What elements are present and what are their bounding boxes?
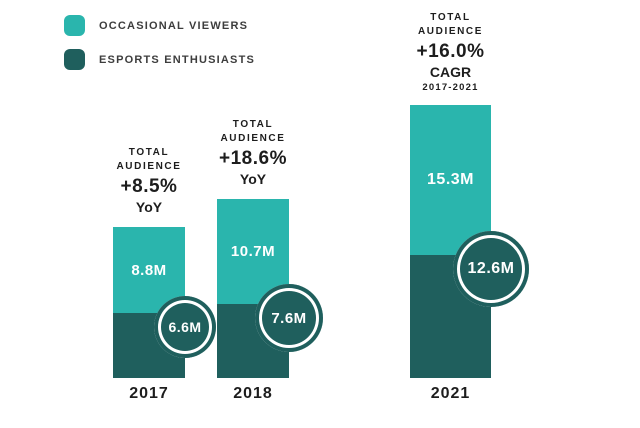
growth-percent: +16.0% <box>416 41 485 62</box>
legend-item-occasional-viewers: OCCASIONAL VIEWERS <box>64 15 255 36</box>
enthusiasts-badge: 12.6M <box>453 231 529 307</box>
growth-period: 2017-2021 <box>422 82 479 93</box>
total-audience-label-line1: TOTAL <box>430 12 471 23</box>
enthusiasts-value: 12.6M <box>467 260 515 277</box>
viewers-value: 8.8M <box>131 261 167 279</box>
total-audience-label-line1: TOTAL <box>128 147 170 158</box>
esports-enthusiasts-swatch <box>64 49 85 70</box>
legend-label: OCCASIONAL VIEWERS <box>99 19 249 32</box>
occasional-viewers-swatch <box>64 15 85 36</box>
legend-item-esports-enthusiasts: ESPORTS ENTHUSIASTS <box>64 49 255 70</box>
viewers-value: 15.3M <box>427 171 474 188</box>
stacked-bar: 15.3M <box>410 105 491 378</box>
enthusiasts-value: 6.6M <box>168 319 202 335</box>
enthusiasts-badge: 7.6M <box>255 284 323 352</box>
bar-group-2018: TOTAL AUDIENCE +18.6% YoY 10.7M 7.6M 201… <box>217 0 323 428</box>
viewers-value: 10.7M <box>230 243 276 260</box>
total-audience-label-line2: AUDIENCE <box>220 132 286 144</box>
growth-basis: YoY <box>239 171 267 187</box>
bar-group-2017: TOTAL AUDIENCE +8.5% YoY 8.8M 6.6M 2017 <box>113 0 216 428</box>
legend: OCCASIONAL VIEWERS ESPORTS ENTHUSIASTS <box>64 15 255 83</box>
growth-basis: CAGR <box>429 64 472 80</box>
bar-group-2021: TOTAL AUDIENCE +16.0% CAGR 2017-2021 15.… <box>410 0 529 428</box>
year-label: 2021 <box>430 385 471 402</box>
bar-header: TOTAL AUDIENCE +18.6% YoY <box>143 118 363 187</box>
bar-header: TOTAL AUDIENCE +16.0% CAGR 2017-2021 <box>341 11 561 93</box>
enthusiasts-value: 7.6M <box>271 309 307 327</box>
year-label: 2017 <box>129 385 169 402</box>
bar-header: TOTAL AUDIENCE +8.5% YoY <box>39 146 259 215</box>
total-audience-label-line2: AUDIENCE <box>116 160 182 172</box>
legend-label: ESPORTS ENTHUSIASTS <box>99 53 256 66</box>
growth-percent: +18.6% <box>219 148 287 169</box>
enthusiasts-badge: 6.6M <box>154 296 216 358</box>
growth-basis: YoY <box>135 199 163 215</box>
year-label: 2018 <box>233 385 273 402</box>
total-audience-label-line1: TOTAL <box>232 119 274 130</box>
total-audience-label-line2: AUDIENCE <box>417 25 484 37</box>
viewers-segment: 15.3M <box>410 105 491 255</box>
growth-percent: +8.5% <box>120 176 178 197</box>
